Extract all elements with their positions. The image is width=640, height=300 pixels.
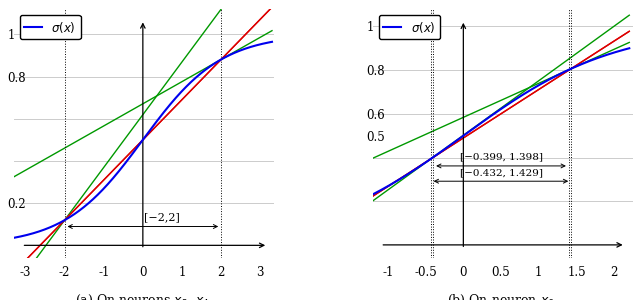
Text: [−2,2]: [−2,2] [145,212,180,222]
Text: (a) On neurons $x_3$, $x_4$.: (a) On neurons $x_3$, $x_4$. [75,293,213,300]
Legend: $\sigma(x)$: $\sigma(x)$ [20,15,81,39]
Text: [−0.399, 1.398]: [−0.399, 1.398] [460,153,543,162]
Text: [−0.432, 1.429]: [−0.432, 1.429] [460,168,543,177]
Text: (b) On neuron $x_6$.: (b) On neuron $x_6$. [447,293,559,300]
Legend: $\sigma(x)$: $\sigma(x)$ [379,15,440,39]
